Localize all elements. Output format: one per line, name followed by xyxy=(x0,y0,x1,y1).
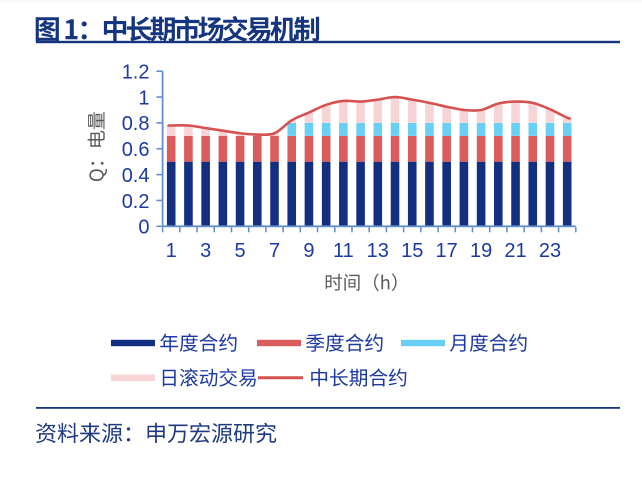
svg-text:0.8: 0.8 xyxy=(122,113,150,135)
svg-text:0.6: 0.6 xyxy=(122,139,150,161)
svg-text:0.2: 0.2 xyxy=(122,191,150,213)
svg-text:23: 23 xyxy=(539,240,561,262)
svg-text:0.4: 0.4 xyxy=(122,165,150,187)
svg-text:19: 19 xyxy=(470,240,492,262)
svg-text:11: 11 xyxy=(333,240,354,262)
svg-text:3: 3 xyxy=(200,240,211,262)
svg-text:13: 13 xyxy=(367,240,389,262)
svg-text:21: 21 xyxy=(504,240,526,262)
svg-text:0: 0 xyxy=(138,217,149,239)
svg-text:7: 7 xyxy=(269,240,280,262)
svg-text:15: 15 xyxy=(401,240,423,262)
svg-text:17: 17 xyxy=(436,240,458,262)
svg-text:5: 5 xyxy=(235,240,246,262)
svg-text:1: 1 xyxy=(138,87,149,109)
svg-text:1: 1 xyxy=(166,240,177,262)
svg-text:1.2: 1.2 xyxy=(122,62,150,84)
svg-text:9: 9 xyxy=(303,240,314,262)
